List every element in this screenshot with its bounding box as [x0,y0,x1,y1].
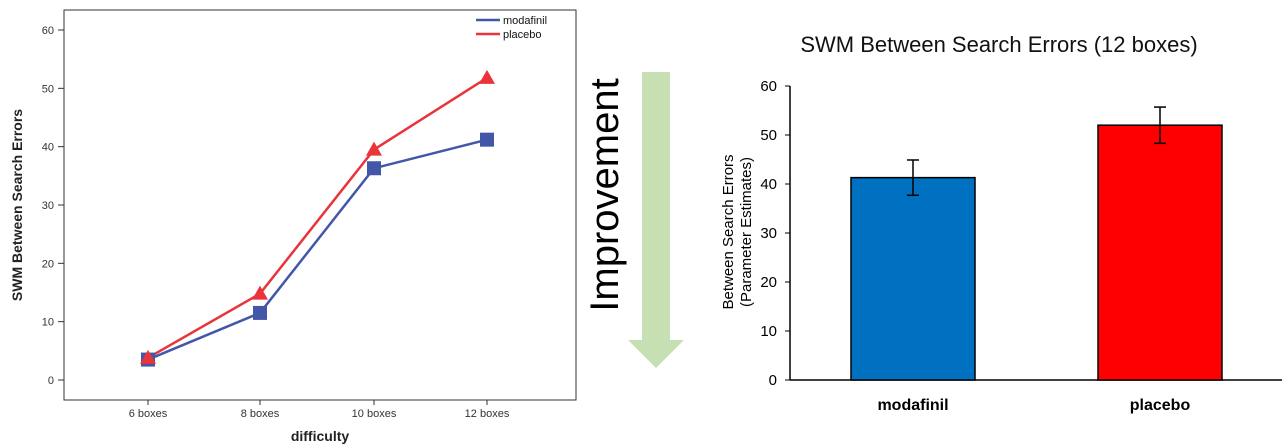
line-chart-legend: modafinil placebo [476,15,547,41]
y-tick-label: 50 [760,127,777,144]
data-point-modafinil [480,132,494,147]
bar-chart-y-ticks: 0 10 20 30 40 50 60 [760,78,790,389]
y-tick-label: 20 [42,258,54,270]
improvement-label: Improvement [583,78,627,311]
y-tick-label: 20 [760,274,777,291]
legend-label-modafinil: modafinil [503,15,547,27]
bar-chart: SWM Between Search Errors (12 boxes) 0 10… [720,32,1282,414]
y-tick-label: 0 [48,375,54,387]
y-tick-label: 60 [760,78,777,95]
bar-placebo [1097,124,1223,381]
y-tick-label: 30 [42,200,54,212]
x-tick-label: 12 boxes [465,408,510,420]
improvement-annotation: Improvement [583,72,684,368]
x-tick-label: modafinil [877,397,948,414]
data-point-placebo [140,349,156,364]
y-tick-label: 30 [760,225,777,242]
data-point-modafinil [367,161,381,176]
bar-chart-y-label-sub: (Parameter Estimates) [738,157,755,307]
line-chart-frame [63,9,577,401]
y-tick-label: 0 [769,372,777,389]
y-tick-label: 50 [42,83,54,95]
series-line-placebo [147,76,488,359]
y-tick-label: 40 [760,176,777,193]
line-chart-y-label: SWM Between Search Errors [9,109,25,301]
data-point-modafinil [253,305,267,320]
line-chart: 0 10 20 30 40 50 60 6 boxes 8 boxes 10 boxes 12 b… [9,9,577,444]
bar-chart-bars [850,106,1223,381]
line-chart-series [140,69,495,367]
y-tick-label: 60 [42,25,54,37]
bar-modafinil [850,176,976,381]
bar-chart-x-ticks: modafinil placebo [877,397,1190,414]
y-tick-label: 10 [42,317,54,329]
y-tick-label: 40 [42,142,54,154]
line-chart-x-label: difficulty [291,428,350,444]
bar-chart-y-label: Between Search Errors [720,154,737,309]
down-arrow-icon [628,72,684,368]
data-point-placebo [479,69,495,84]
data-point-placebo [252,285,268,300]
line-chart-x-ticks: 6 boxes 8 boxes 10 boxes 12 boxes [129,400,510,420]
x-tick-label: 10 boxes [352,408,397,420]
x-tick-label: placebo [1130,397,1191,414]
line-chart-y-ticks: 0 10 20 30 40 50 60 [42,25,64,387]
y-tick-label: 10 [760,323,777,340]
series-line-modafinil [147,138,488,361]
bar-chart-title: SWM Between Search Errors (12 boxes) [800,32,1197,57]
x-tick-label: 6 boxes [129,408,168,420]
data-point-placebo [366,141,382,156]
x-tick-label: 8 boxes [241,408,280,420]
legend-label-placebo: placebo [503,29,542,41]
